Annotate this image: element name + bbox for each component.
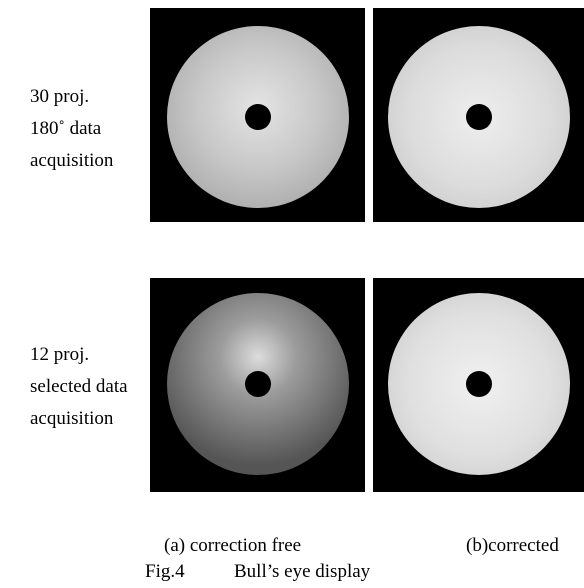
row-labels: 30 proj. 180˚ data acquisition 12 proj. … bbox=[30, 86, 128, 429]
column-caption: (a) correction free bbox=[164, 535, 301, 556]
row-label: selected data bbox=[30, 376, 128, 397]
row-label: acquisition bbox=[30, 150, 114, 171]
bulls-eye-center bbox=[466, 371, 492, 397]
bulls-eye-center bbox=[245, 104, 271, 130]
image-grid bbox=[150, 8, 584, 492]
row-label: 180˚ data bbox=[30, 118, 102, 139]
bulls-eye-center bbox=[466, 104, 492, 130]
row-label: 12 proj. bbox=[30, 344, 89, 365]
figure-caption: Bull’s eye display bbox=[234, 561, 371, 582]
row-label: 30 proj. bbox=[30, 86, 89, 107]
figure: 30 proj. 180˚ data acquisition 12 proj. … bbox=[0, 0, 584, 588]
bulls-eye-center bbox=[245, 371, 271, 397]
column-caption: (b)corrected bbox=[466, 535, 559, 556]
row-label: acquisition bbox=[30, 408, 114, 429]
figure-number: Fig.4 bbox=[145, 561, 185, 582]
